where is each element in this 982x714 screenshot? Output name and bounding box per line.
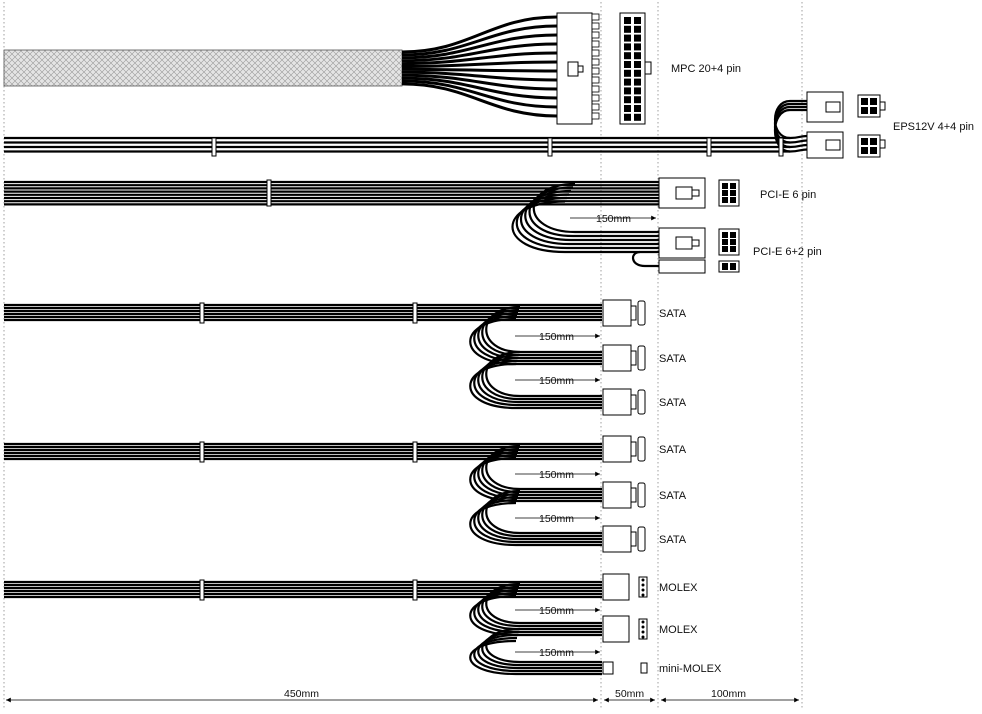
spacing-label: 150mm — [539, 331, 574, 343]
mpc-label: MPC 20+4 pin — [671, 63, 741, 75]
sata-plug — [602, 299, 632, 327]
sata-port — [637, 436, 646, 462]
spacing-label: 150mm — [539, 513, 574, 525]
eps-cable: EPS12V 4+4 pin — [4, 91, 974, 159]
atx-cable: MPC 20+4 pin — [3, 12, 741, 125]
cable-group-1 — [4, 303, 602, 410]
sata-label: SATA — [659, 353, 687, 365]
dim-end-label: 100mm — [711, 688, 746, 700]
sata-plug — [602, 525, 632, 553]
sata-plug — [602, 344, 632, 372]
sata-label: SATA — [659, 397, 687, 409]
cable-group-3 — [4, 580, 602, 676]
molex-plug — [602, 573, 630, 601]
sata-plug — [602, 481, 632, 509]
mesh-sleeve — [3, 49, 403, 87]
sata-port — [637, 300, 646, 326]
sata-label: SATA — [659, 490, 687, 502]
spacing-label: 150mm — [539, 647, 574, 659]
pcie62-label: PCI-E 6+2 pin — [753, 246, 822, 258]
mini-molex-plug — [602, 661, 614, 675]
pcie-cable: 150mm PCI-E 6 pin PCI-E 6+2 pin — [4, 177, 822, 274]
sata-label: SATA — [659, 444, 687, 456]
sata-label: SATA — [659, 308, 687, 320]
spacing-label: 150mm — [539, 605, 574, 617]
peripheral-cables: 150mm 150mm SATA SATA SATA 150mm 150mm SATA SATA… — [4, 299, 722, 676]
dim-main-label: 450mm — [284, 688, 319, 700]
dim-mid-label: 50mm — [615, 688, 644, 700]
sata-plug — [602, 388, 632, 416]
cable-group-2 — [4, 442, 602, 547]
molex-plug — [602, 615, 630, 643]
spacing-label: 150mm — [539, 469, 574, 481]
molex-label: MOLEX — [659, 624, 698, 636]
mini-molex-label: mini-MOLEX — [659, 663, 722, 675]
atx-connector-front — [619, 12, 646, 125]
sata-port — [637, 345, 646, 371]
sata-label: SATA — [659, 534, 687, 546]
spacing-label: 150mm — [539, 375, 574, 387]
molex-port — [638, 576, 648, 598]
sata-plug — [602, 435, 632, 463]
pcie6-label: PCI-E 6 pin — [760, 189, 816, 201]
sata-port — [637, 482, 646, 508]
molex-label: MOLEX — [659, 582, 698, 594]
pcie-spacing-label: 150mm — [596, 213, 631, 225]
sata-port — [637, 526, 646, 552]
sata-port — [637, 389, 646, 415]
molex-port — [638, 618, 648, 640]
mini-molex-port — [640, 662, 648, 674]
eps-label: EPS12V 4+4 pin — [893, 121, 974, 133]
